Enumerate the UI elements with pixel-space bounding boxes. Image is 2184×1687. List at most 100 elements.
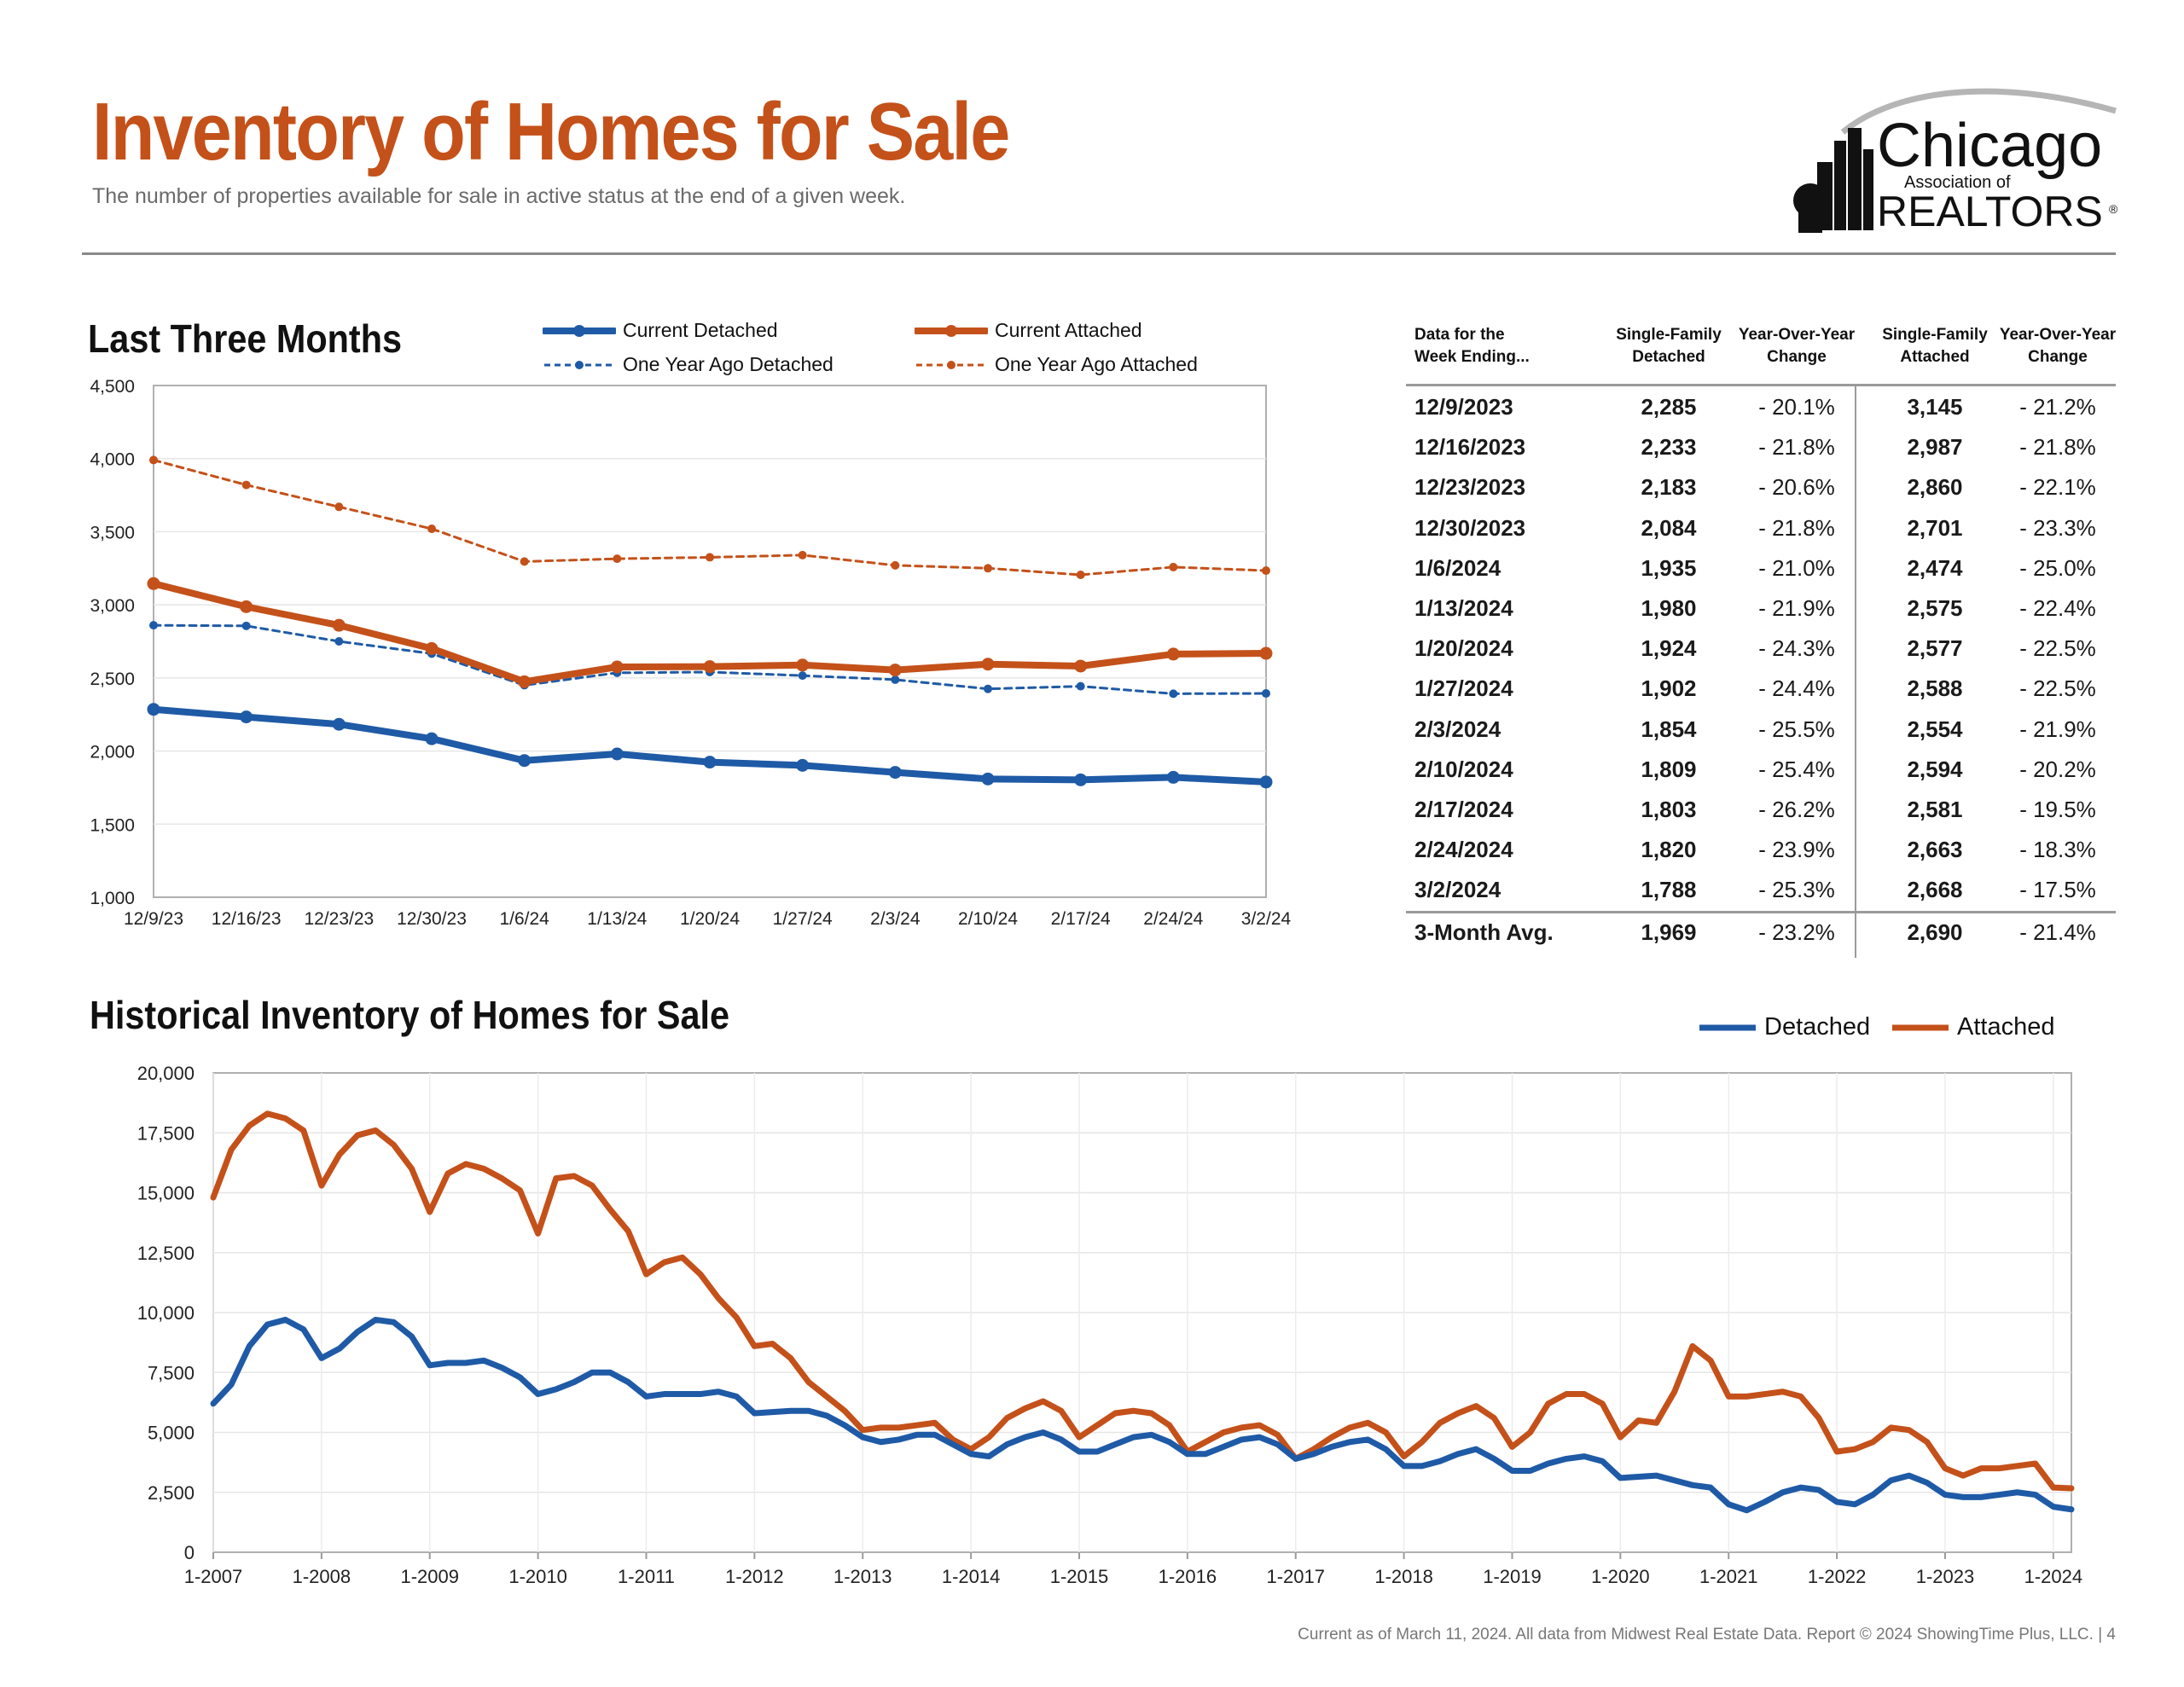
x-tick-label: 1-2012: [725, 1566, 784, 1587]
table-avg-rule: [1406, 910, 2116, 913]
table-row: 1/20/2024 1,924 - 24.3% 2,577 - 22.5%: [1406, 629, 2116, 669]
x-tick-label: 1-2024: [2024, 1566, 2083, 1587]
data-point-year-ago-attached: [520, 557, 529, 566]
data-point-current-attached: [1166, 647, 1180, 661]
legend-year-ago-detached-label: One Year Ago Detached: [623, 353, 834, 375]
table-cell-detached: 2,183: [1641, 474, 1697, 501]
data-point-current-attached: [888, 664, 902, 677]
legend-hist-detached: Detached: [1698, 1013, 1870, 1041]
table-row: 2/17/2024 1,803 - 26.2% 2,581 - 19.5%: [1406, 790, 2116, 830]
data-point-current-attached: [610, 660, 624, 674]
data-point-current-detached: [610, 747, 624, 761]
legend-year-ago-detached-swatch: [544, 360, 614, 369]
table-cell-week: 1/20/2024: [1414, 635, 1513, 662]
table-avg-row: 3-Month Avg. 1,969 - 23.2% 2,690 - 21.4%: [1406, 913, 2116, 953]
data-point-current-attached: [147, 577, 160, 590]
table-cell-att-change: - 21.2%: [2019, 394, 2096, 420]
legend-current-attached: Current Attached: [915, 319, 1142, 342]
table-cell-attached: 2,668: [1907, 877, 1963, 903]
table-cell-week: 2/10/2024: [1414, 756, 1513, 782]
data-point-year-ago-detached: [334, 637, 344, 646]
table-cell-attached: 2,588: [1907, 675, 1963, 702]
table-cell-att-change: - 21.8%: [2019, 434, 2096, 461]
x-tick-label: 1-2013: [834, 1566, 892, 1587]
x-tick-label: 1-2016: [1159, 1566, 1217, 1587]
plot-area: [153, 385, 1267, 898]
table-cell-att-change: - 17.5%: [2019, 877, 2096, 903]
table-cell-att-change: - 23.3%: [2019, 514, 2096, 541]
header-divider: [82, 252, 2116, 255]
table-row: 1/6/2024 1,935 - 21.0% 2,474 - 25.0%: [1406, 548, 2116, 588]
data-point-year-ago-attached: [1262, 566, 1270, 576]
table-cell-att-change: - 18.3%: [2019, 837, 2096, 863]
table-cell-det-change: - 21.8%: [1758, 514, 1835, 541]
table-cell-det-change: - 20.6%: [1758, 474, 1835, 501]
x-tick-label: 1-2017: [1266, 1566, 1325, 1587]
table-cell-detached: 2,084: [1641, 514, 1697, 541]
y-tick-label: 20,000: [137, 1063, 195, 1084]
data-point-current-detached: [1074, 773, 1088, 786]
data-point-year-ago-attached: [613, 554, 622, 564]
x-tick-label: 1-2023: [1916, 1566, 1975, 1587]
table-cell-detached: 1,969: [1641, 919, 1697, 945]
table-cell-week: 1/13/2024: [1414, 595, 1513, 621]
x-tick-label: 1/27/24: [773, 909, 833, 929]
table-cell-detached: 2,233: [1641, 434, 1697, 461]
series-line-detached: [210, 1316, 2075, 1514]
data-point-year-ago-attached: [1169, 562, 1178, 571]
x-tick-label: 2/24/24: [1143, 909, 1203, 929]
legend-hist-attached: Attached: [1891, 1013, 2054, 1041]
table-row: 2/24/2024 1,820 - 23.9% 2,663 - 18.3%: [1406, 830, 2116, 870]
table-row: 1/13/2024 1,980 - 21.9% 2,575 - 22.4%: [1406, 588, 2116, 629]
table-cell-att-change: - 22.4%: [2019, 595, 2096, 621]
table-cell-detached: 1,980: [1641, 595, 1697, 621]
table-cell-detached: 1,902: [1641, 675, 1697, 702]
table-cell-detached: 1,809: [1641, 756, 1697, 782]
table-cell-att-change: - 20.2%: [2019, 756, 2096, 782]
x-tick-label: 2/3/24: [870, 909, 921, 929]
table-cell-detached: 1,803: [1641, 797, 1697, 822]
x-tick-label: 2/10/24: [958, 909, 1018, 929]
data-point-year-ago-attached: [798, 550, 807, 559]
data-point-current-detached: [796, 758, 810, 772]
historical-line-chart: 0 2,500 5,000 7,500 10,000 12,500 15,000 17,500…: [137, 1063, 2083, 1587]
x-tick-label: 3/2/24: [1241, 909, 1292, 929]
table-cell-att-change: - 22.5%: [2019, 675, 2096, 702]
x-tick-label: 1/13/24: [587, 909, 647, 929]
data-point-year-ago-detached: [241, 621, 251, 630]
data-point-year-ago-detached: [149, 621, 158, 630]
data-point-year-ago-attached: [149, 455, 158, 465]
table-cell-week: 1/6/2024: [1414, 554, 1502, 581]
table-cell-week: 1/27/2024: [1414, 675, 1513, 702]
table-cell-week: 3/2/2024: [1414, 877, 1502, 903]
x-tick-label: 1-2014: [942, 1566, 1001, 1587]
table-header-sf-attached: Single-Family Attached: [1882, 326, 1988, 366]
table-cell-det-change: - 21.8%: [1758, 434, 1835, 461]
logo-chicago-text: Chicago: [1877, 112, 2102, 180]
table-row: 2/10/2024 1,809 - 25.4% 2,594 - 20.2%: [1406, 750, 2116, 790]
page-subtitle: The number of properties available for s…: [92, 184, 906, 208]
data-point-current-attached: [1259, 646, 1273, 660]
data-point-current-detached: [703, 756, 717, 769]
y-tick-label: 3,000: [90, 596, 135, 616]
series-line-attached: [210, 1110, 2075, 1492]
table-cell-det-change: - 21.0%: [1758, 554, 1835, 581]
data-point-current-detached: [1166, 770, 1180, 784]
table-header-rule: [1406, 384, 2116, 386]
table-cell-week: 2/24/2024: [1414, 837, 1513, 863]
table-row: 12/9/2023 2,285 - 20.1% 3,145 - 21.2%: [1406, 387, 2116, 427]
table-cell-att-change: - 22.1%: [2019, 474, 2096, 501]
table-cell-week: 12/9/2023: [1414, 394, 1513, 420]
data-point-current-detached: [518, 754, 531, 768]
table-cell-det-change: - 24.4%: [1758, 675, 1835, 702]
table-cell-det-change: - 25.3%: [1758, 877, 1835, 903]
table-header-sf-detached: Single-Family Detached: [1616, 326, 1722, 366]
data-point-year-ago-attached: [706, 553, 714, 562]
y-tick-label: 4,000: [90, 450, 135, 470]
y-tick-label: 1,000: [90, 889, 135, 908]
data-point-current-attached: [703, 660, 717, 674]
data-point-year-ago-attached: [241, 480, 251, 490]
data-point-current-detached: [888, 766, 902, 780]
x-tick-label: 1-2010: [508, 1566, 567, 1587]
y-tick-label: 0: [184, 1542, 195, 1563]
